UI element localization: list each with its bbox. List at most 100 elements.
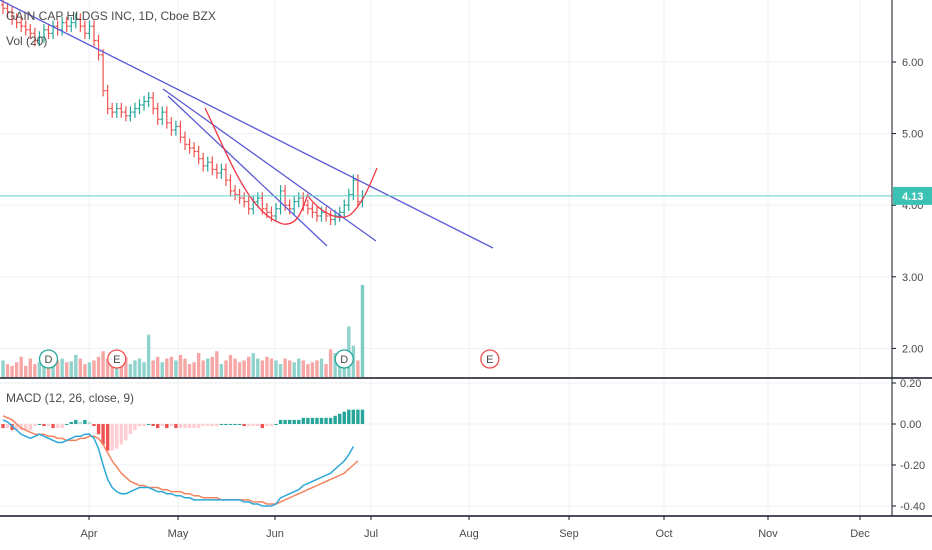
volume-bar <box>187 364 192 377</box>
price-bar <box>223 163 228 186</box>
macd-histogram-bar <box>105 424 110 451</box>
macd-histogram-bar <box>356 409 360 424</box>
cup-curve-right <box>307 167 378 218</box>
macd-histogram-bar <box>360 409 365 424</box>
macd-histogram-bar <box>60 424 64 429</box>
price-bar <box>192 142 197 158</box>
macd-histogram-bar <box>228 424 233 425</box>
price-bar <box>155 102 160 126</box>
macd-histogram-bar <box>315 417 319 424</box>
price-bar <box>151 92 156 115</box>
dividend-marker: D <box>334 349 354 369</box>
volume-bar <box>310 362 315 377</box>
macd-histogram-bar <box>192 424 196 429</box>
macd-histogram-bar <box>283 419 287 424</box>
price-bar <box>73 13 78 29</box>
time-axis-label: Apr <box>80 528 97 540</box>
volume-bar <box>274 360 278 377</box>
price-bar <box>324 206 329 222</box>
price-bar <box>278 185 283 215</box>
macd-histogram-bar <box>24 424 28 431</box>
price-bar <box>46 24 51 40</box>
volume-bar <box>278 364 283 377</box>
event-label: E <box>486 354 493 366</box>
macd-histogram-bar <box>187 424 192 429</box>
macd-histogram-bar <box>297 419 301 424</box>
time-axis-label: Jul <box>364 528 378 540</box>
last-price-badge-text: 4.13 <box>902 191 923 203</box>
trendline-long <box>0 0 494 249</box>
volume-bar <box>146 334 151 377</box>
macd-signal-line <box>2 415 359 505</box>
macd-line <box>2 419 355 507</box>
volume-bar <box>42 365 46 377</box>
macd-histogram-bar <box>151 424 155 427</box>
volume-bar <box>96 356 101 377</box>
volume-bar <box>315 360 319 377</box>
macd-histogram-bar <box>10 424 14 431</box>
volume-bar <box>201 360 205 377</box>
macd-histogram-bar <box>196 424 201 429</box>
volume-bar <box>160 362 164 377</box>
macd-histogram-bar <box>69 421 73 424</box>
macd-histogram-bar <box>178 424 183 429</box>
volume-bar <box>101 351 105 377</box>
event-label: D <box>340 354 348 366</box>
macd-histogram-bar <box>78 421 83 424</box>
volume-bar <box>247 356 251 377</box>
volume-bar <box>51 363 55 377</box>
event-circle <box>480 349 500 369</box>
macd-histogram-bar <box>46 424 51 427</box>
volume-bar <box>55 360 60 377</box>
price-bar <box>14 13 19 29</box>
price-bar <box>23 20 28 36</box>
macd-histogram-bar <box>137 424 142 427</box>
cup-curve-left <box>204 107 309 225</box>
price-bar <box>137 99 142 115</box>
volume-legend: Vol (20) <box>6 34 48 48</box>
volume-bar <box>33 364 37 377</box>
volume-bar <box>65 362 69 377</box>
macd-histogram-bar <box>233 424 237 425</box>
price-bar <box>123 106 128 122</box>
volume-bar <box>224 360 228 377</box>
price-bar <box>205 156 210 172</box>
macd-histogram-bar <box>328 417 333 424</box>
volume-bar <box>301 360 305 377</box>
price-bar <box>28 24 33 40</box>
macd-histogram-bar <box>14 424 19 431</box>
time-axis-label: Sep <box>559 528 579 540</box>
macd-histogram-bar <box>169 424 174 427</box>
price-bar <box>328 210 333 226</box>
macd-histogram-bar <box>74 419 78 424</box>
macd-histogram-bar <box>160 424 164 427</box>
volume-bar <box>297 358 301 377</box>
volume-bar <box>169 356 174 377</box>
volume-bar <box>206 358 210 377</box>
price-bar <box>114 102 119 118</box>
price-bar <box>64 16 69 32</box>
volume-bar <box>319 358 324 377</box>
price-bar <box>346 188 351 211</box>
macd-histogram-bar <box>247 424 251 427</box>
macd-histogram-bar <box>333 415 337 424</box>
volume-bar <box>183 358 187 377</box>
volume-bar <box>1 360 5 377</box>
macd-histogram-bar <box>183 424 187 429</box>
price-bar <box>164 106 169 129</box>
macd-histogram-bar <box>215 424 219 427</box>
macd-histogram-bar <box>306 417 310 424</box>
price-bar <box>110 102 115 118</box>
price-bar <box>310 203 315 219</box>
price-bar <box>96 34 101 61</box>
price-bar <box>128 106 133 122</box>
price-bar <box>219 163 224 179</box>
dividend-marker: D <box>38 349 59 369</box>
price-bar <box>69 16 74 32</box>
macd-histogram-bar <box>92 424 96 427</box>
time-axis-label: Jun <box>266 528 284 540</box>
macd-histogram-bar <box>351 409 356 424</box>
event-label: D <box>45 354 53 366</box>
macd-histogram-bar <box>269 424 274 427</box>
